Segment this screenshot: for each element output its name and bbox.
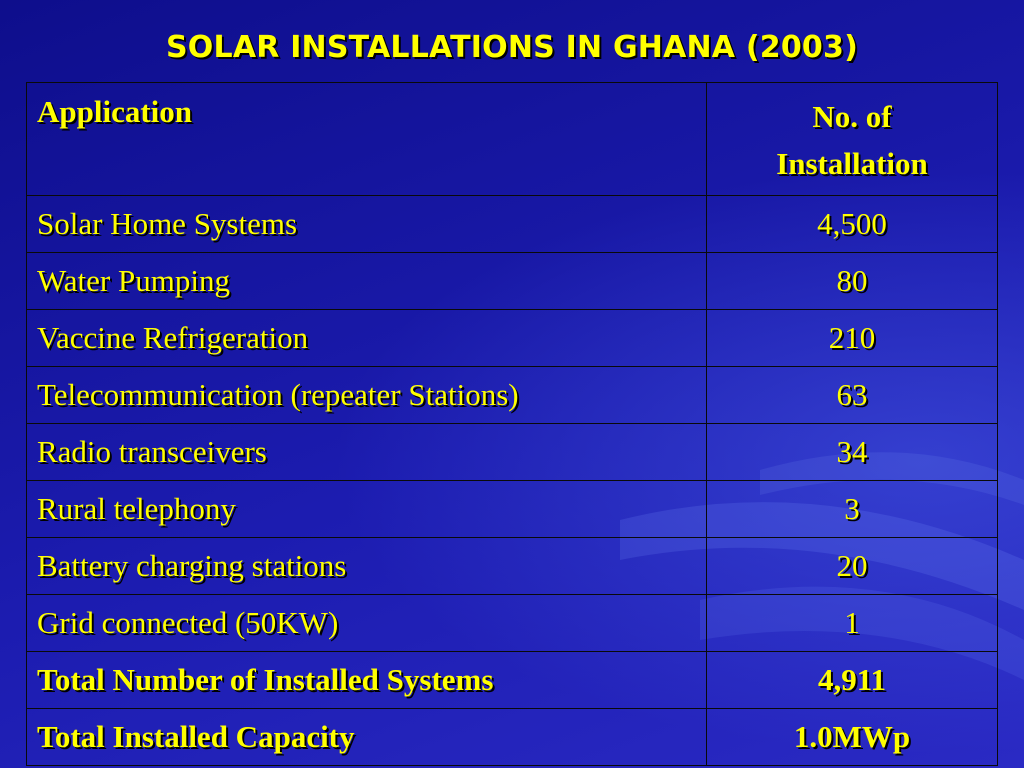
row-count: 80 bbox=[706, 252, 998, 310]
header-count-line1: No. of bbox=[812, 99, 892, 134]
table-row: Rural telephony 3 bbox=[26, 480, 998, 538]
table-row: Water Pumping 80 bbox=[26, 252, 998, 310]
total-systems-row: Total Number of Installed Systems 4,911 bbox=[26, 651, 998, 709]
row-count: 20 bbox=[706, 537, 998, 595]
row-count: 4,500 bbox=[706, 195, 998, 253]
total-capacity-row: Total Installed Capacity 1.0MWp bbox=[26, 708, 998, 766]
table-row: Grid connected (50KW) 1 bbox=[26, 594, 998, 652]
total-systems-value: 4,911 bbox=[706, 651, 998, 709]
row-application: Water Pumping bbox=[26, 252, 707, 310]
row-application: Rural telephony bbox=[26, 480, 707, 538]
row-count: 210 bbox=[706, 309, 998, 367]
row-count: 34 bbox=[706, 423, 998, 481]
row-application: Battery charging stations bbox=[26, 537, 707, 595]
header-application: Application bbox=[26, 82, 707, 196]
table-row: Telecommunication (repeater Stations) 63 bbox=[26, 366, 998, 424]
row-application: Radio transceivers bbox=[26, 423, 707, 481]
slide-title: SOLAR INSTALLATIONS IN GHANA (2003) bbox=[166, 30, 858, 65]
row-application: Grid connected (50KW) bbox=[26, 594, 707, 652]
total-systems-label: Total Number of Installed Systems bbox=[26, 651, 707, 709]
table-row: Solar Home Systems 4,500 bbox=[26, 195, 998, 253]
row-count: 1 bbox=[706, 594, 998, 652]
row-count: 3 bbox=[706, 480, 998, 538]
row-application: Vaccine Refrigeration bbox=[26, 309, 707, 367]
row-application: Solar Home Systems bbox=[26, 195, 707, 253]
total-capacity-label: Total Installed Capacity bbox=[26, 708, 707, 766]
header-count-line2: Installation bbox=[776, 146, 928, 181]
row-application: Telecommunication (repeater Stations) bbox=[26, 366, 707, 424]
total-capacity-value: 1.0MWp bbox=[706, 708, 998, 766]
table-row: Battery charging stations 20 bbox=[26, 537, 998, 595]
header-count: No. of Installation bbox=[706, 82, 998, 196]
table-row: Vaccine Refrigeration 210 bbox=[26, 309, 998, 367]
installations-table: Application No. of Installation Solar Hom… bbox=[26, 82, 998, 766]
table-header-row: Application No. of Installation bbox=[26, 82, 998, 196]
row-count: 63 bbox=[706, 366, 998, 424]
table-row: Radio transceivers 34 bbox=[26, 423, 998, 481]
